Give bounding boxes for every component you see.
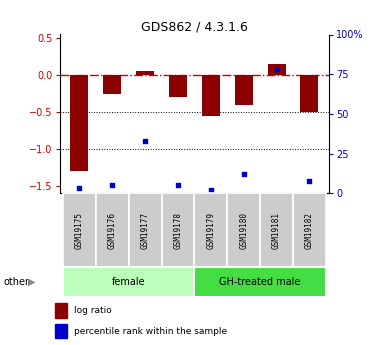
Point [241, 171, 247, 177]
Bar [162, 193, 194, 267]
Bar [55, 303, 67, 317]
Bar [63, 267, 194, 297]
Bar [63, 193, 96, 267]
Bar [194, 267, 326, 297]
Bar [227, 193, 260, 267]
Point [142, 138, 148, 144]
Bar [136, 71, 154, 75]
Bar [260, 193, 293, 267]
Text: GSM19181: GSM19181 [272, 212, 281, 249]
Text: ▶: ▶ [28, 277, 35, 287]
Bar [293, 193, 326, 267]
Bar [235, 75, 253, 105]
Point [273, 67, 280, 72]
Bar [55, 324, 67, 338]
Text: GSM19182: GSM19182 [305, 212, 314, 249]
Point [109, 183, 116, 188]
Bar [169, 75, 187, 97]
Bar [103, 75, 121, 93]
Point [76, 186, 82, 191]
Bar [202, 75, 220, 116]
Bar [96, 193, 129, 267]
Bar [129, 193, 162, 267]
Text: GSM19179: GSM19179 [206, 212, 215, 249]
Text: GSM19177: GSM19177 [141, 212, 150, 249]
Point [175, 183, 181, 188]
Point [306, 178, 313, 183]
Text: GSM19175: GSM19175 [75, 212, 84, 249]
Bar [300, 75, 318, 112]
Text: GSM19180: GSM19180 [239, 212, 248, 249]
Text: percentile rank within the sample: percentile rank within the sample [74, 327, 227, 336]
Text: GH-treated male: GH-treated male [219, 277, 301, 287]
Bar [268, 64, 286, 75]
Text: GSM19176: GSM19176 [108, 212, 117, 249]
Bar [70, 75, 89, 171]
Text: other: other [4, 277, 30, 287]
Text: female: female [112, 277, 146, 287]
Bar [194, 193, 227, 267]
Text: log ratio: log ratio [74, 306, 112, 315]
Text: GSM19178: GSM19178 [174, 212, 182, 249]
Title: GDS862 / 4.3.1.6: GDS862 / 4.3.1.6 [141, 20, 248, 33]
Point [208, 187, 214, 193]
